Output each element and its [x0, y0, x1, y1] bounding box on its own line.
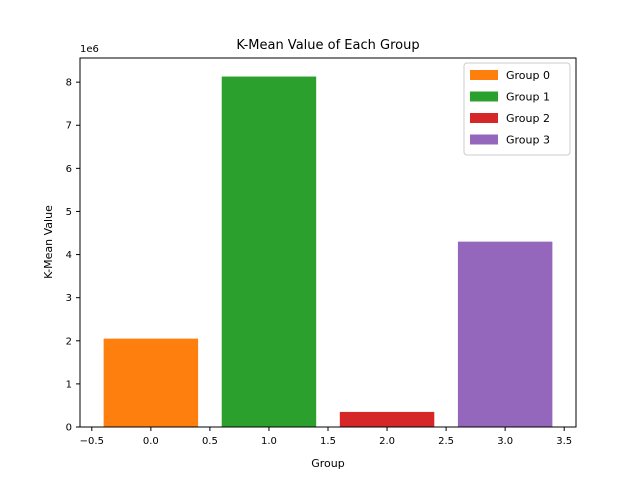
y-tick-label: 5 [66, 207, 72, 218]
legend-box [463, 62, 571, 156]
y-tick-label: 4 [66, 250, 72, 261]
chart-title: K-Mean Value of Each Group [236, 38, 419, 53]
x-tick-label: 2.0 [379, 436, 395, 447]
x-tick-label: 0.5 [202, 436, 218, 447]
y-tick-label: 7 [66, 121, 72, 132]
x-axis-ticks: −0.5 0.0 0.5 1.0 1.5 2.0 2.5 3.0 3.5 [80, 427, 572, 447]
x-tick-label: 0.0 [143, 436, 159, 447]
x-axis-title: Group [311, 457, 345, 470]
legend: Group 0 Group 1 Group 2 Group 3 [463, 62, 571, 156]
y-axis-ticks: 0 1 2 3 4 5 6 7 8 [66, 78, 80, 434]
x-tick-label: 3.0 [497, 436, 513, 447]
y-tick-label: 3 [66, 293, 72, 304]
legend-swatch [470, 70, 498, 80]
y-tick-label: 2 [66, 336, 72, 347]
legend-label: Group 2 [506, 112, 550, 125]
x-tick-label: 2.5 [438, 436, 454, 447]
bars-layer [103, 76, 553, 427]
y-tick-label: 0 [66, 423, 72, 434]
y-axis-offset-label: 1e6 [80, 44, 99, 55]
legend-label: Group 1 [506, 91, 550, 104]
y-tick-label: 6 [66, 164, 72, 175]
x-tick-label: 1.5 [320, 436, 336, 447]
legend-label: Group 0 [506, 69, 550, 82]
bar-2 [339, 411, 435, 427]
y-axis-title: K-Mean Value [42, 205, 55, 279]
y-tick-label: 1 [66, 379, 72, 390]
legend-swatch [470, 113, 498, 123]
legend-swatch [470, 91, 498, 102]
bar-3 [457, 241, 553, 427]
x-tick-label: 3.5 [556, 436, 572, 447]
bar-0 [103, 338, 199, 427]
x-tick-label: −0.5 [80, 436, 104, 447]
bar-1 [221, 76, 317, 427]
legend-label: Group 3 [506, 134, 550, 147]
x-tick-label: 1.0 [261, 436, 277, 447]
legend-swatch [470, 134, 498, 145]
y-tick-label: 8 [66, 78, 72, 89]
